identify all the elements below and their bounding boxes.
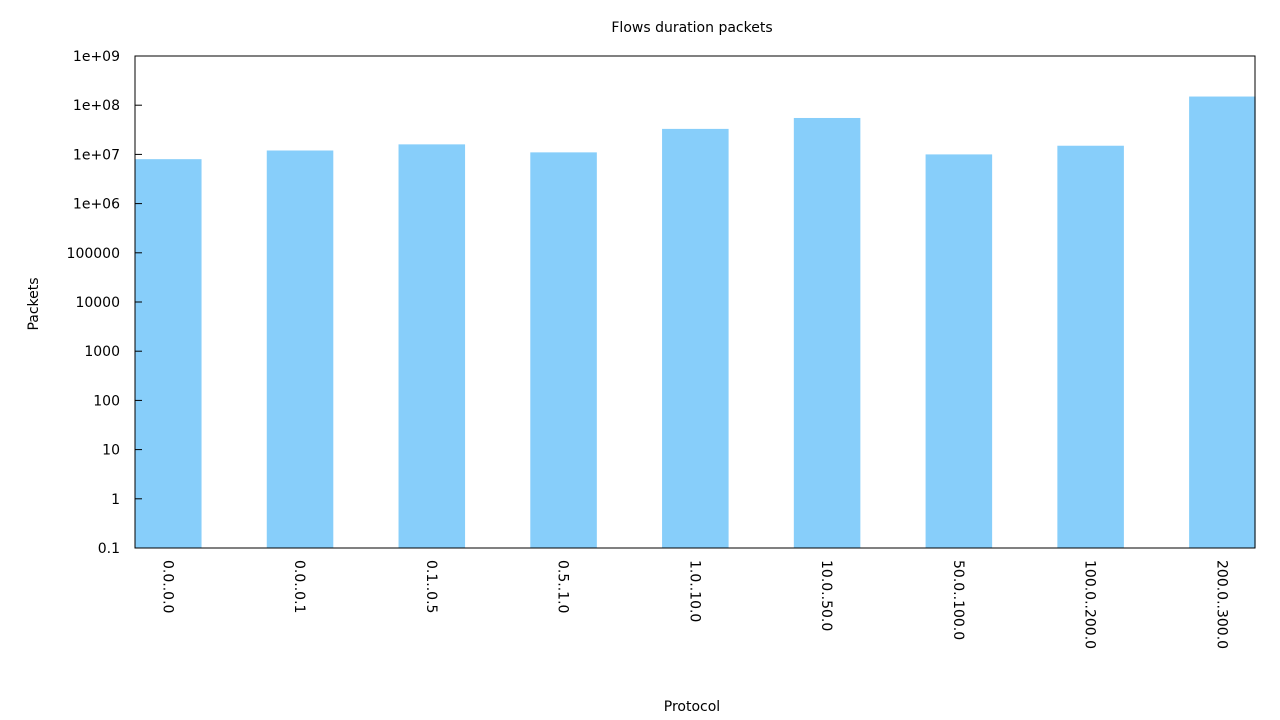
x-tick-label: 1.0..10.0 <box>686 560 702 622</box>
x-tick-label: 100.0..200.0 <box>1082 560 1098 649</box>
x-tick-label: 200.0..300.0 <box>1213 560 1229 649</box>
bar <box>662 128 729 549</box>
y-tick-label: 0.1 <box>98 541 120 557</box>
y-tick-label: 100 <box>93 393 120 409</box>
y-tick-label: 10 <box>102 443 120 459</box>
y-tick-label: 1e+08 <box>73 98 120 114</box>
bars-group <box>135 96 1256 549</box>
bar <box>135 159 202 548</box>
bar <box>266 150 334 549</box>
x-axis: 0.0..0.0 0.0..0.1 0.1..0.5 0.5..1.0 1.0..10.… <box>159 560 1229 649</box>
y-tick-label: 1e+06 <box>73 197 120 213</box>
chart-title: Flows duration packets <box>611 20 772 36</box>
x-tick-label: 0.0..0.0 <box>159 560 175 613</box>
y-tick-label: 1e+07 <box>73 147 120 163</box>
y-tick-label: 1000 <box>84 344 120 360</box>
bar <box>530 152 597 549</box>
x-axis-label: Protocol <box>664 699 720 715</box>
y-axis: 0.1 1 10 100 1000 10000 100000 1e+06 1e+07 1e+08 1… <box>67 49 142 557</box>
bar <box>398 144 466 548</box>
x-tick-label: 50.0..100.0 <box>950 560 966 640</box>
x-tick-label: 10.0..50.0 <box>818 560 834 631</box>
y-axis-label: Packets <box>26 277 42 330</box>
y-tick-label: 100000 <box>67 246 120 262</box>
x-tick-label: 0.0..0.1 <box>291 560 307 613</box>
y-tick-label: 10000 <box>75 295 120 311</box>
bar <box>793 117 861 549</box>
y-tick-label: 1 <box>111 492 120 508</box>
bar <box>1189 96 1256 548</box>
x-tick-label: 0.5..1.0 <box>555 560 571 613</box>
bar <box>925 154 993 548</box>
x-tick-label: 0.1..0.5 <box>423 560 439 613</box>
bar <box>1057 145 1124 548</box>
y-tick-label: 1e+09 <box>73 49 120 65</box>
